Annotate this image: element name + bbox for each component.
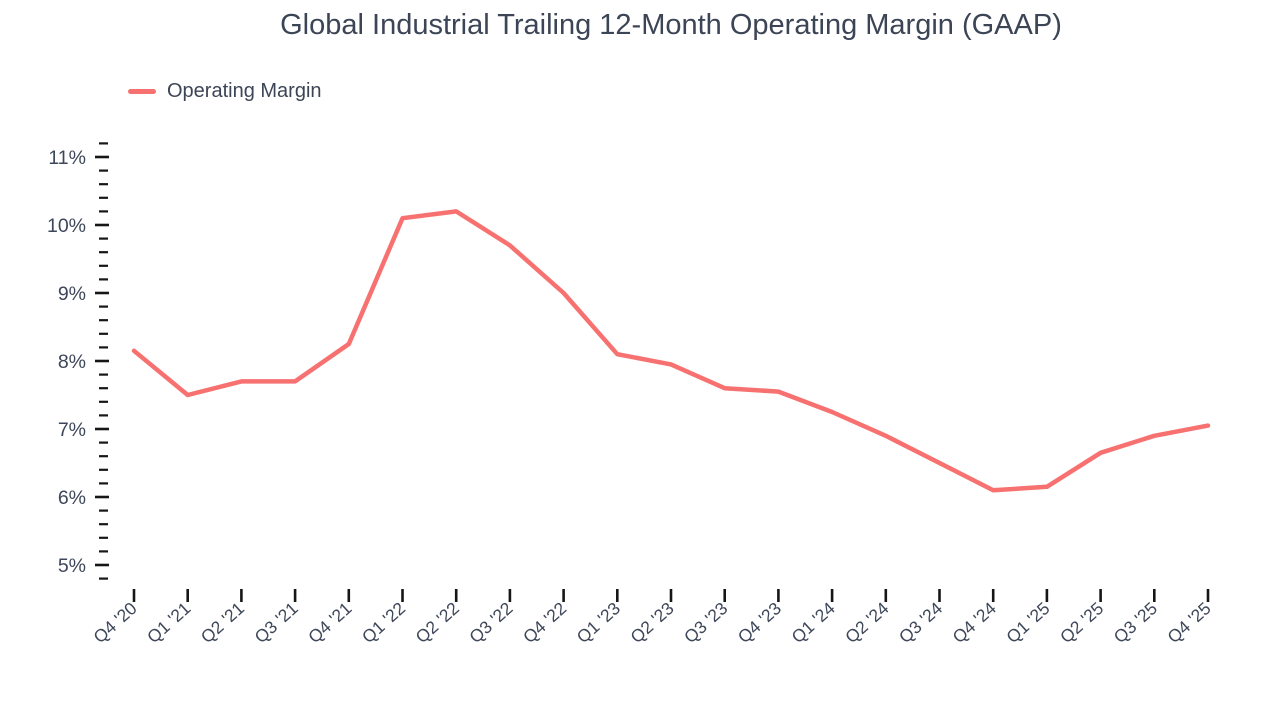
legend-item-operating-margin[interactable]: Operating Margin: [128, 80, 322, 103]
x-tick-label: Q1 '25: [1002, 598, 1053, 647]
x-tick-label: Q2 '25: [1056, 598, 1107, 647]
x-tick-label: Q1 '22: [358, 598, 409, 647]
x-tick-label: Q4 '22: [519, 598, 570, 647]
y-tick-label: 8%: [58, 351, 86, 373]
legend-label: Operating Margin: [167, 80, 322, 102]
x-tick-label: Q2 '21: [197, 598, 248, 647]
x-tick-label: Q3 '24: [895, 598, 946, 647]
y-tick-label: 11%: [48, 147, 86, 169]
x-tick-label: Q2 '23: [626, 598, 677, 647]
x-tick-label: Q4 '25: [1163, 598, 1214, 647]
chart-title: Global Industrial Trailing 12-Month Oper…: [280, 9, 1062, 41]
x-tick-label: Q2 '22: [412, 598, 463, 647]
x-tick-label: Q3 '25: [1110, 598, 1161, 647]
y-axis: 5% 6% 7% 8% 9% 10% 11%: [47, 142, 109, 580]
legend-line-swatch: [128, 89, 156, 94]
y-tick-label: 9%: [58, 283, 86, 305]
x-tick-label: Q4 '23: [734, 598, 785, 647]
y-tick-label: 7%: [58, 419, 86, 441]
x-tick-label: Q3 '23: [680, 598, 731, 647]
y-tick-label: 10%: [47, 215, 86, 237]
x-tick-label: Q3 '21: [250, 598, 301, 647]
legend: Operating Margin: [128, 80, 322, 103]
y-tick-label: 5%: [58, 555, 86, 577]
y-tick-label: 6%: [58, 487, 86, 509]
x-tick-label: Q2 '24: [841, 598, 892, 647]
x-tick-label: Q4 '21: [304, 598, 355, 647]
x-tick-label: Q3 '22: [465, 598, 516, 647]
x-tick-label: Q1 '24: [787, 598, 838, 647]
operating-margin-line: [131, 209, 1211, 493]
x-tick-label: Q4 '24: [949, 598, 1000, 647]
x-tick-label: Q1 '21: [143, 598, 194, 647]
x-axis: Q4 '20 Q1 '21 Q2 '21 Q3 '21 Q4 '21 Q1 '22 Q2 '…: [89, 589, 1215, 647]
x-tick-label: Q4 '20: [89, 598, 140, 647]
x-tick-label: Q1 '23: [573, 598, 624, 647]
